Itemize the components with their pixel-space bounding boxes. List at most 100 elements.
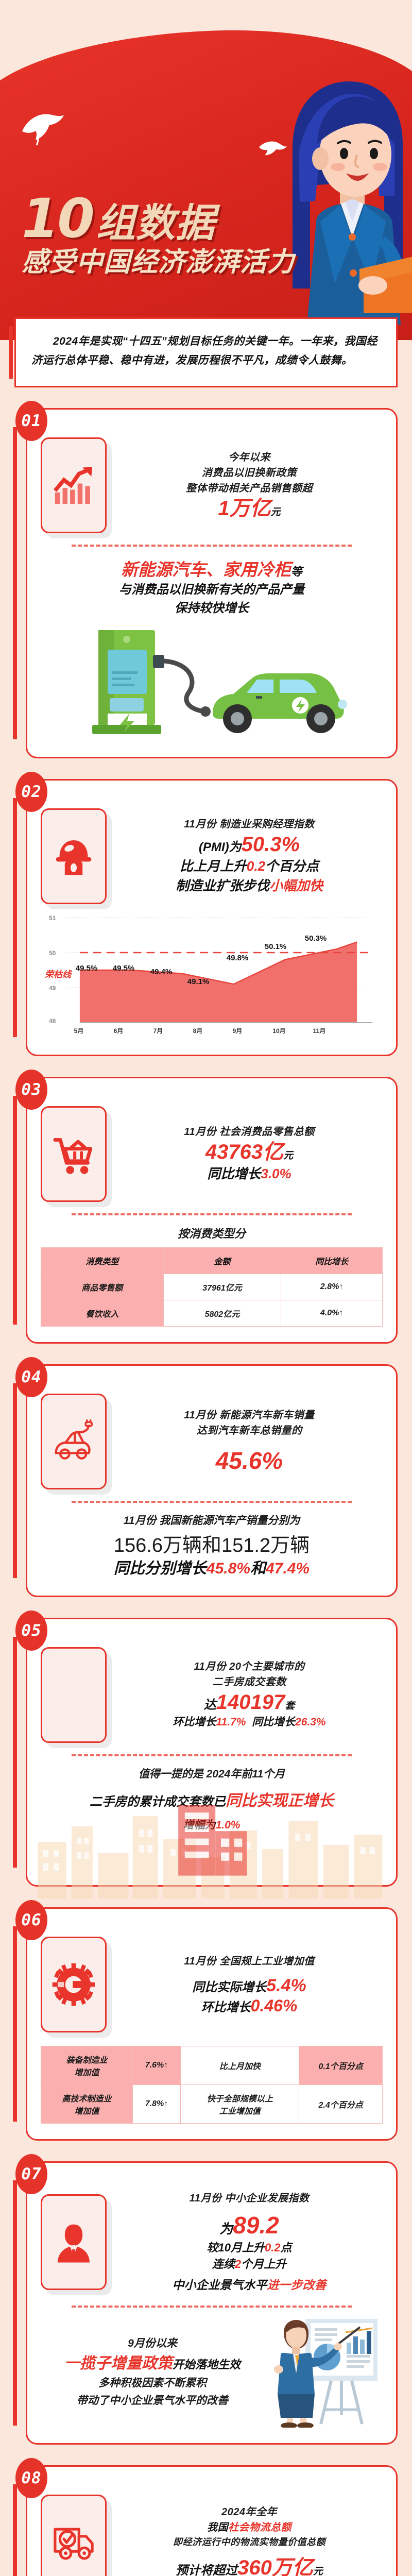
cell-category: 高技术制造业 增加值 <box>41 2084 133 2124</box>
stat-line-3: 即经济运行中的物流实物量价值总额 <box>173 2537 325 2548</box>
factory-worker-icon-card <box>41 808 107 904</box>
section-03: 03 11月份 社会消费品零售总额 43763亿元 <box>0 1056 412 1344</box>
section-badge-08: 08 <box>15 2458 47 2498</box>
industrial-mom-prefix: 环比增长 <box>201 2001 251 2015</box>
resale-note-red: 同比实现正增长 <box>226 1792 334 1810</box>
policy-line2: 一揽子增量政策开始落地生效 <box>41 2352 264 2375</box>
logistics-value: 360万亿 <box>237 2556 313 2576</box>
nev-prod-line1: 11月份 我国新能源汽车产销量分别为 <box>123 1514 300 1527</box>
resale-mom-value: 11.7% <box>216 1716 246 1728</box>
nev-share-value: 45.6% <box>215 1447 283 1474</box>
data-label-4: 49.8% <box>226 953 249 962</box>
data-label-0: 49.5% <box>75 963 98 973</box>
sme-streak: 连续2个月上升 <box>116 2256 383 2273</box>
stat-line-4: 制造业扩张步伐小幅加快 <box>116 876 383 896</box>
y-tick-49: 49 <box>49 984 56 992</box>
nev-banner-line1-black: 等 <box>290 565 302 578</box>
resale-yoy-value: 26.3% <box>295 1716 326 1728</box>
data-label-3: 49.1% <box>187 977 210 986</box>
section-05-stat: 11月份 20个主要城市的 二手房成交套数 达140197套 环比增长11.7%… <box>116 1659 383 1730</box>
data-label-6: 50.3% <box>304 934 327 943</box>
col-header-yoy: 同比增长 <box>281 1247 383 1274</box>
stat-line-1: 11月份 全国规上工业增加值 <box>184 1955 315 1967</box>
stat-line-3: 比上月上升0.2个百分点 <box>116 857 383 876</box>
resale-count: 达140197套 <box>116 1690 383 1715</box>
logistics-total: 预计将超过360万亿元 <box>116 2555 383 2576</box>
resale-note-line2: 二手房的累计成交套数已同比实现正增长 <box>41 1790 383 1812</box>
table-row: 高技术制造业 增加值 7.8%↑ 快于全部规模以上 工业增加值 2.4个百分点 <box>41 2084 383 2124</box>
resale-prefix: 达 <box>203 1698 216 1713</box>
retail-by-type-table: 消费类型 金额 同比增长 商品零售额 37961亿元 2.8%↑ 餐饮收入 58… <box>41 1247 383 1327</box>
section-panel-05: 11月份 20个主要城市的 二手房成交套数 达140197套 环比增长11.7%… <box>13 1617 398 1899</box>
nev-production: 156.6万 <box>113 1535 182 1557</box>
col-header-type: 消费类型 <box>41 1247 164 1274</box>
industrial-yoy-value: 5.4% <box>266 1975 306 1995</box>
stat-line-1: 2024年全年 <box>221 2506 277 2518</box>
hero-title: 10 组数据 感受中国经济澎湃活力 <box>22 192 295 277</box>
cell-points: 2.4个百分点 <box>299 2084 383 2124</box>
sme-change-prefix: 较10月上升 <box>207 2241 265 2255</box>
threshold-label: 荣枯线 <box>45 969 71 979</box>
sme-index: 为89.2 <box>116 2211 383 2240</box>
stat-line-1: 11月份 制造业采购经理指数 <box>184 818 315 830</box>
divider <box>72 1500 352 1503</box>
nev-prod-values: 156.6万辆和151.2万辆 <box>41 1529 383 1557</box>
cell-yoy: 4.0%↑ <box>281 1299 383 1327</box>
section-06-stat: 11月份 全国规上工业增加值 同比实际增长5.4% 环比增长0.46% <box>116 1954 383 2016</box>
cell-type: 商品零售额 <box>41 1273 164 1300</box>
gear-icon <box>52 1963 95 2006</box>
industrial-yoy-prefix: 同比实际增长 <box>192 1980 267 1994</box>
retail-value: 43763亿 <box>205 1140 284 1163</box>
building-icon <box>178 1805 247 1876</box>
section-panel-08: 2024年全年 我国社会物流总额 即经济运行中的物流实物量价值总额 预计将超过3… <box>13 2465 398 2576</box>
section-02-stat: 11月份 制造业采购经理指数 (PMI)为50.3% 比上月上升0.2个百分点 … <box>116 817 383 895</box>
pmi-delta-prefix: 比上月上升 <box>179 858 247 874</box>
intro-card: 2024年是实现“十四五”规划目标任务的关键一年。一年来，我国经济运行总体平稳、… <box>9 317 398 387</box>
nev-sales: 151.2万 <box>221 1535 290 1557</box>
section-04: 04 11月份 新能源汽车新车销量 达到汽车新车总销 <box>0 1344 412 1597</box>
section-panel-06: 11月份 全国规上工业增加值 同比实际增长5.4% 环比增长0.46% 装备制造… <box>13 1907 398 2141</box>
section-badge-05: 05 <box>15 1610 47 1651</box>
industrial-mom-value: 0.46% <box>250 1996 298 2015</box>
factory-worker-icon <box>56 840 92 875</box>
growth-chart-icon <box>53 466 93 504</box>
stat-line-2: 消费品以旧换新政策 <box>201 467 297 479</box>
y-tick-48: 48 <box>49 1017 56 1025</box>
resale-suffix: 套 <box>285 1701 295 1712</box>
col-header-amount: 金额 <box>163 1247 282 1274</box>
industrial-yoy: 同比实际增长5.4% <box>116 1975 383 1996</box>
gear-icon-card <box>41 1937 107 2033</box>
intro-section: 2024年是实现“十四五”规划目标任务的关键一年。一年来，我国经济运行总体平稳、… <box>0 317 412 387</box>
nev-growth-line: 同比分别增长45.8%和47.4% <box>41 1557 383 1580</box>
stat-line-2: 达到汽车新车总销量的 <box>196 1425 302 1436</box>
nev-banner-line2: 与消费品以旧换新有关的产品产量 <box>119 582 304 597</box>
section-badge-03: 03 <box>15 1069 47 1110</box>
sme-change-value: 0.2 <box>264 2241 281 2255</box>
resale-yoy-prefix: 同比增长 <box>252 1716 296 1728</box>
industrial-mom: 环比增长0.46% <box>116 1996 383 2015</box>
stat-line-3: 整体带动相关产品销售额超 <box>186 482 313 494</box>
resale-growth: 环比增长11.7% 同比增长26.3% <box>116 1715 383 1730</box>
section-06: 06 <box>0 1887 412 2141</box>
pmi-value: 50.3% <box>241 833 300 856</box>
stat-value: 43763亿元 <box>116 1140 383 1164</box>
stat-line-1: 11月份 新能源汽车新车销量 <box>184 1409 315 1421</box>
nev-growth-mid: 和 <box>250 1560 266 1578</box>
stat-line-2: 我国社会物流总额 <box>116 2520 383 2535</box>
nev-banner-line3: 保持较快增长 <box>175 601 249 615</box>
section-08-stat: 2024年全年 我国社会物流总额 即经济运行中的物流实物量价值总额 预计将超过3… <box>116 2504 383 2576</box>
cell-category: 装备制造业 增加值 <box>41 2046 133 2086</box>
nev-growth-a: 45.8% <box>206 1560 250 1578</box>
pmi-plot-area <box>64 918 372 1023</box>
section-03-stat: 11月份 社会消费品零售总额 43763亿元 同比增长3.0% <box>116 1124 383 1184</box>
intro-paragraph: 2024年是实现“十四五”规划目标任务的关键一年。一年来，我国经济运行总体平稳、… <box>31 335 377 366</box>
sme-change-suffix: 点 <box>280 2241 292 2255</box>
hero-banner: 10 组数据 感受中国经济澎湃活力 <box>0 0 412 340</box>
building-icon-card <box>41 1647 247 1876</box>
divider <box>72 544 352 547</box>
section-badge-06: 06 <box>15 1900 47 1941</box>
cell-growth: 7.6%↑ <box>132 2046 181 2086</box>
section-02: 02 11月份 制造业采购经理指数 (PMI)为50.3% 比上月上升0.2个百… <box>0 758 412 1056</box>
section-panel-01: 今年以来 消费品以旧换新政策 整体带动相关产品销售额超 1万亿元 新能源汽车、家… <box>13 408 398 758</box>
section-badge-04: 04 <box>15 1357 47 1397</box>
